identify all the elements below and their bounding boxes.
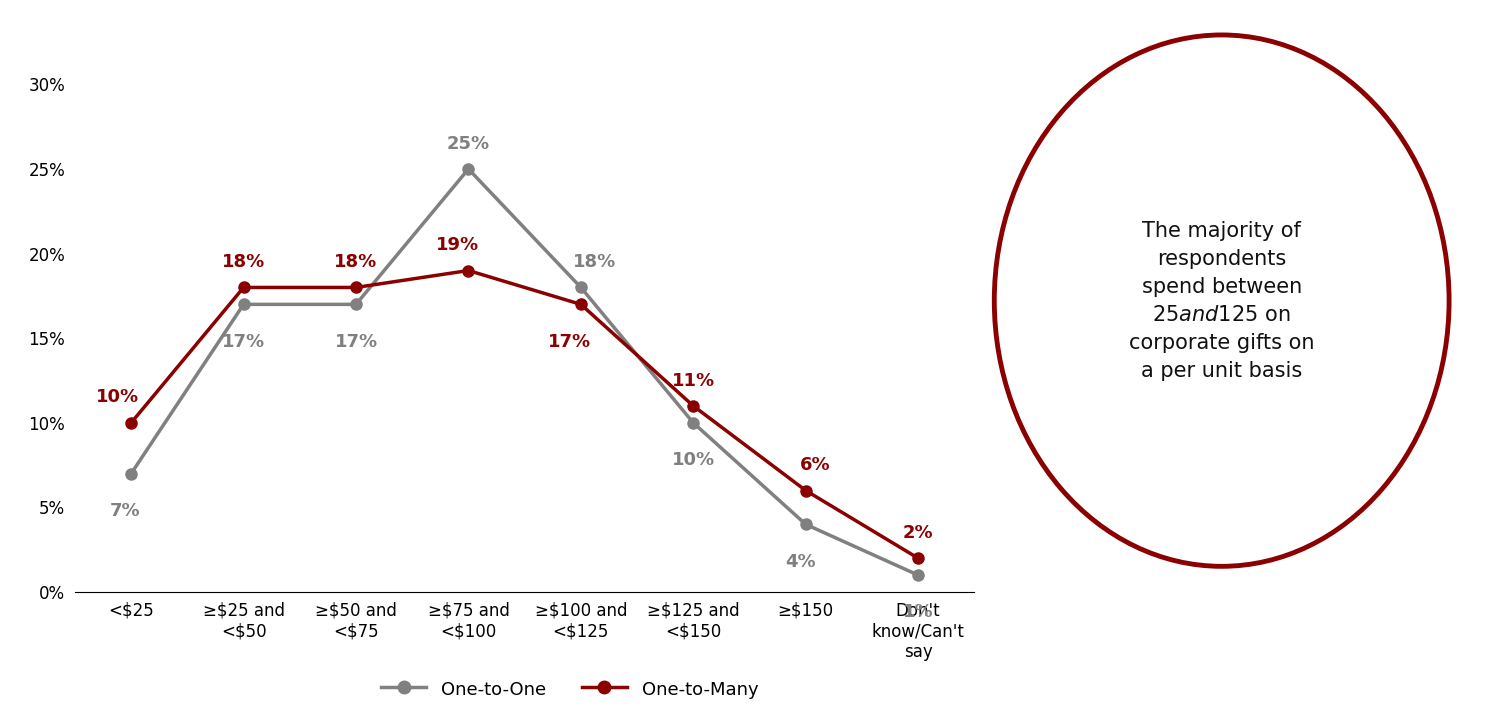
One-to-One [346,300,364,309]
Text: 10%: 10% [672,451,715,469]
Text: 18%: 18% [334,253,378,271]
One-to-One [234,300,252,309]
Text: 11%: 11% [672,372,715,389]
Line: One-to-One: One-to-One [126,163,923,580]
Text: 7%: 7% [111,502,141,520]
Line: One-to-Many: One-to-Many [126,265,923,564]
One-to-One [571,283,589,292]
One-to-Many [121,419,141,427]
Legend: One-to-One, One-to-Many: One-to-One, One-to-Many [373,673,766,705]
One-to-One [121,469,141,478]
Text: 25%: 25% [447,134,490,152]
Text: The majority of
respondents
spend between
$25 and $125 on
corporate gifts on
a p: The majority of respondents spend betwee… [1129,221,1315,380]
One-to-Many [571,300,589,309]
Text: 1%: 1% [902,604,934,622]
One-to-One [459,165,477,173]
One-to-Many [346,283,364,292]
Text: 19%: 19% [436,236,478,254]
Text: 2%: 2% [902,524,934,542]
One-to-One [908,571,926,580]
Text: 17%: 17% [334,333,378,351]
One-to-One [797,520,815,529]
Text: 18%: 18% [222,253,265,271]
One-to-Many [234,283,252,292]
One-to-Many [459,266,477,275]
Text: 17%: 17% [222,333,265,351]
One-to-Many [797,486,815,495]
One-to-Many [908,554,926,562]
Text: 6%: 6% [799,456,830,474]
Text: 18%: 18% [573,253,616,271]
One-to-One [684,419,702,427]
Text: 4%: 4% [785,552,815,570]
Text: 10%: 10% [96,388,139,406]
One-to-Many [684,401,702,410]
Text: 17%: 17% [549,333,591,351]
